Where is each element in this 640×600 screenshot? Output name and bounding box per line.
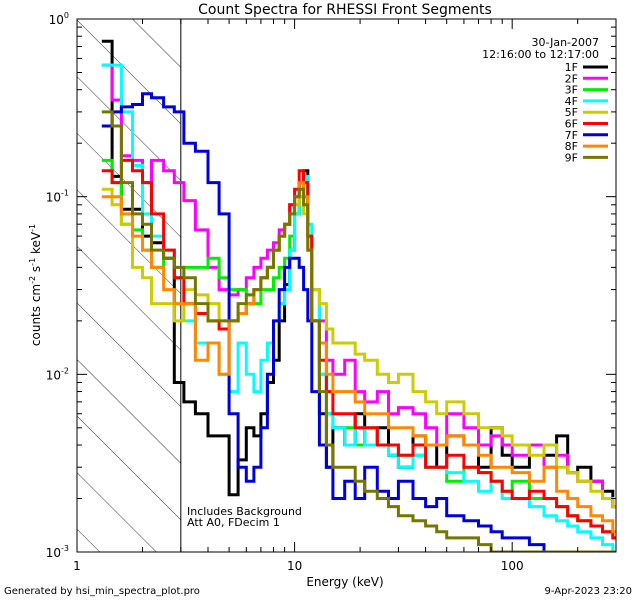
y-axis-label-part: keV bbox=[29, 231, 43, 258]
legend-label-4F: 4F bbox=[565, 95, 578, 108]
series-line-7F bbox=[101, 92, 616, 552]
y-tick-label: 10-1 bbox=[46, 189, 69, 205]
note-background: Includes Background bbox=[187, 505, 302, 518]
note-attenuator: Att A0, FDecim 1 bbox=[187, 516, 280, 529]
x-axis-label: Energy (keV) bbox=[306, 575, 383, 589]
series-layer bbox=[101, 39, 616, 552]
legend-label-9F: 9F bbox=[565, 151, 578, 164]
y-axis-label-exp: -1 bbox=[28, 224, 37, 232]
y-axis-label-exp: -1 bbox=[28, 258, 37, 266]
y-tick-label: 10-2 bbox=[46, 366, 69, 382]
legend-label-8F: 8F bbox=[565, 140, 578, 153]
axis-ticks: 1 10 100 100 10-1 10-2 10-3 bbox=[46, 11, 617, 573]
time-range-label: 12:16:00 to 12:17:00 bbox=[482, 48, 599, 61]
y-axis-label-part: s bbox=[29, 266, 43, 276]
background-shaded-region bbox=[76, 18, 182, 553]
footer-generator: Generated by hsi_min_spectra_plot.pro bbox=[4, 586, 200, 597]
y-axis-label-exp: -2 bbox=[28, 276, 37, 284]
footer-date: 9-Apr-2023 23:20 bbox=[545, 586, 632, 597]
y-axis-label-part: counts cm bbox=[29, 284, 43, 346]
x-tick-label: 10 bbox=[287, 559, 302, 573]
legend-label-5F: 5F bbox=[565, 106, 578, 119]
legend-label-3F: 3F bbox=[565, 84, 578, 97]
chart-title: Count Spectra for RHESSI Front Segments bbox=[198, 2, 492, 18]
legend-label-2F: 2F bbox=[565, 72, 578, 85]
date-label: 30-Jan-2007 bbox=[532, 36, 600, 49]
y-tick-label: 100 bbox=[49, 11, 69, 27]
y-axis-label: counts cm-2 s-1 keV-1 bbox=[28, 224, 43, 346]
y-tick-label: 10-3 bbox=[46, 544, 69, 560]
plot-frame bbox=[76, 18, 617, 553]
legend-label-7F: 7F bbox=[565, 129, 578, 142]
legend-label-6F: 6F bbox=[565, 118, 578, 131]
series-line-9F bbox=[101, 110, 616, 552]
legend-label-1F: 1F bbox=[565, 61, 578, 74]
x-tick-label: 1 bbox=[73, 559, 81, 573]
x-tick-label: 100 bbox=[501, 559, 524, 573]
